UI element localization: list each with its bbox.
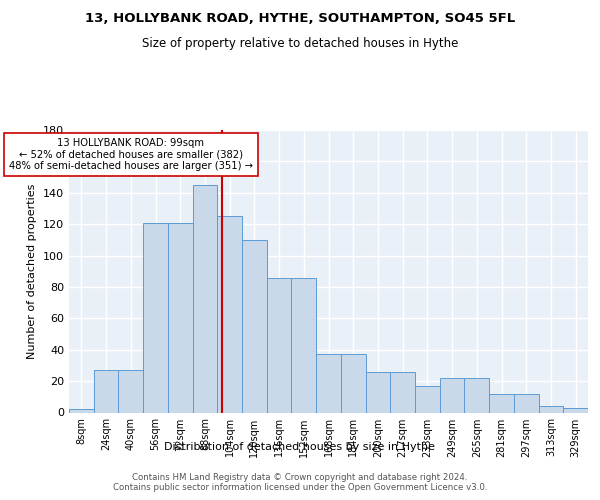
Bar bbox=[168, 222, 193, 412]
Y-axis label: Number of detached properties: Number of detached properties bbox=[28, 184, 37, 359]
Bar bbox=[118, 370, 143, 412]
Text: Contains HM Land Registry data © Crown copyright and database right 2024.
Contai: Contains HM Land Registry data © Crown c… bbox=[113, 472, 487, 492]
Text: Distribution of detached houses by size in Hythe: Distribution of detached houses by size … bbox=[164, 442, 436, 452]
Bar bbox=[143, 222, 168, 412]
Bar bbox=[242, 240, 267, 412]
Bar bbox=[69, 410, 94, 412]
Bar bbox=[217, 216, 242, 412]
Bar bbox=[514, 394, 539, 412]
Bar bbox=[539, 406, 563, 412]
Bar bbox=[94, 370, 118, 412]
Bar bbox=[563, 408, 588, 412]
Text: 13, HOLLYBANK ROAD, HYTHE, SOUTHAMPTON, SO45 5FL: 13, HOLLYBANK ROAD, HYTHE, SOUTHAMPTON, … bbox=[85, 12, 515, 26]
Bar bbox=[390, 372, 415, 412]
Bar bbox=[316, 354, 341, 412]
Bar bbox=[341, 354, 365, 412]
Bar bbox=[292, 278, 316, 412]
Text: 13 HOLLYBANK ROAD: 99sqm
← 52% of detached houses are smaller (382)
48% of semi-: 13 HOLLYBANK ROAD: 99sqm ← 52% of detach… bbox=[9, 138, 253, 171]
Bar bbox=[440, 378, 464, 412]
Text: Size of property relative to detached houses in Hythe: Size of property relative to detached ho… bbox=[142, 38, 458, 51]
Bar bbox=[193, 185, 217, 412]
Bar bbox=[267, 278, 292, 412]
Bar bbox=[464, 378, 489, 412]
Bar bbox=[365, 372, 390, 412]
Bar bbox=[489, 394, 514, 412]
Bar bbox=[415, 386, 440, 412]
